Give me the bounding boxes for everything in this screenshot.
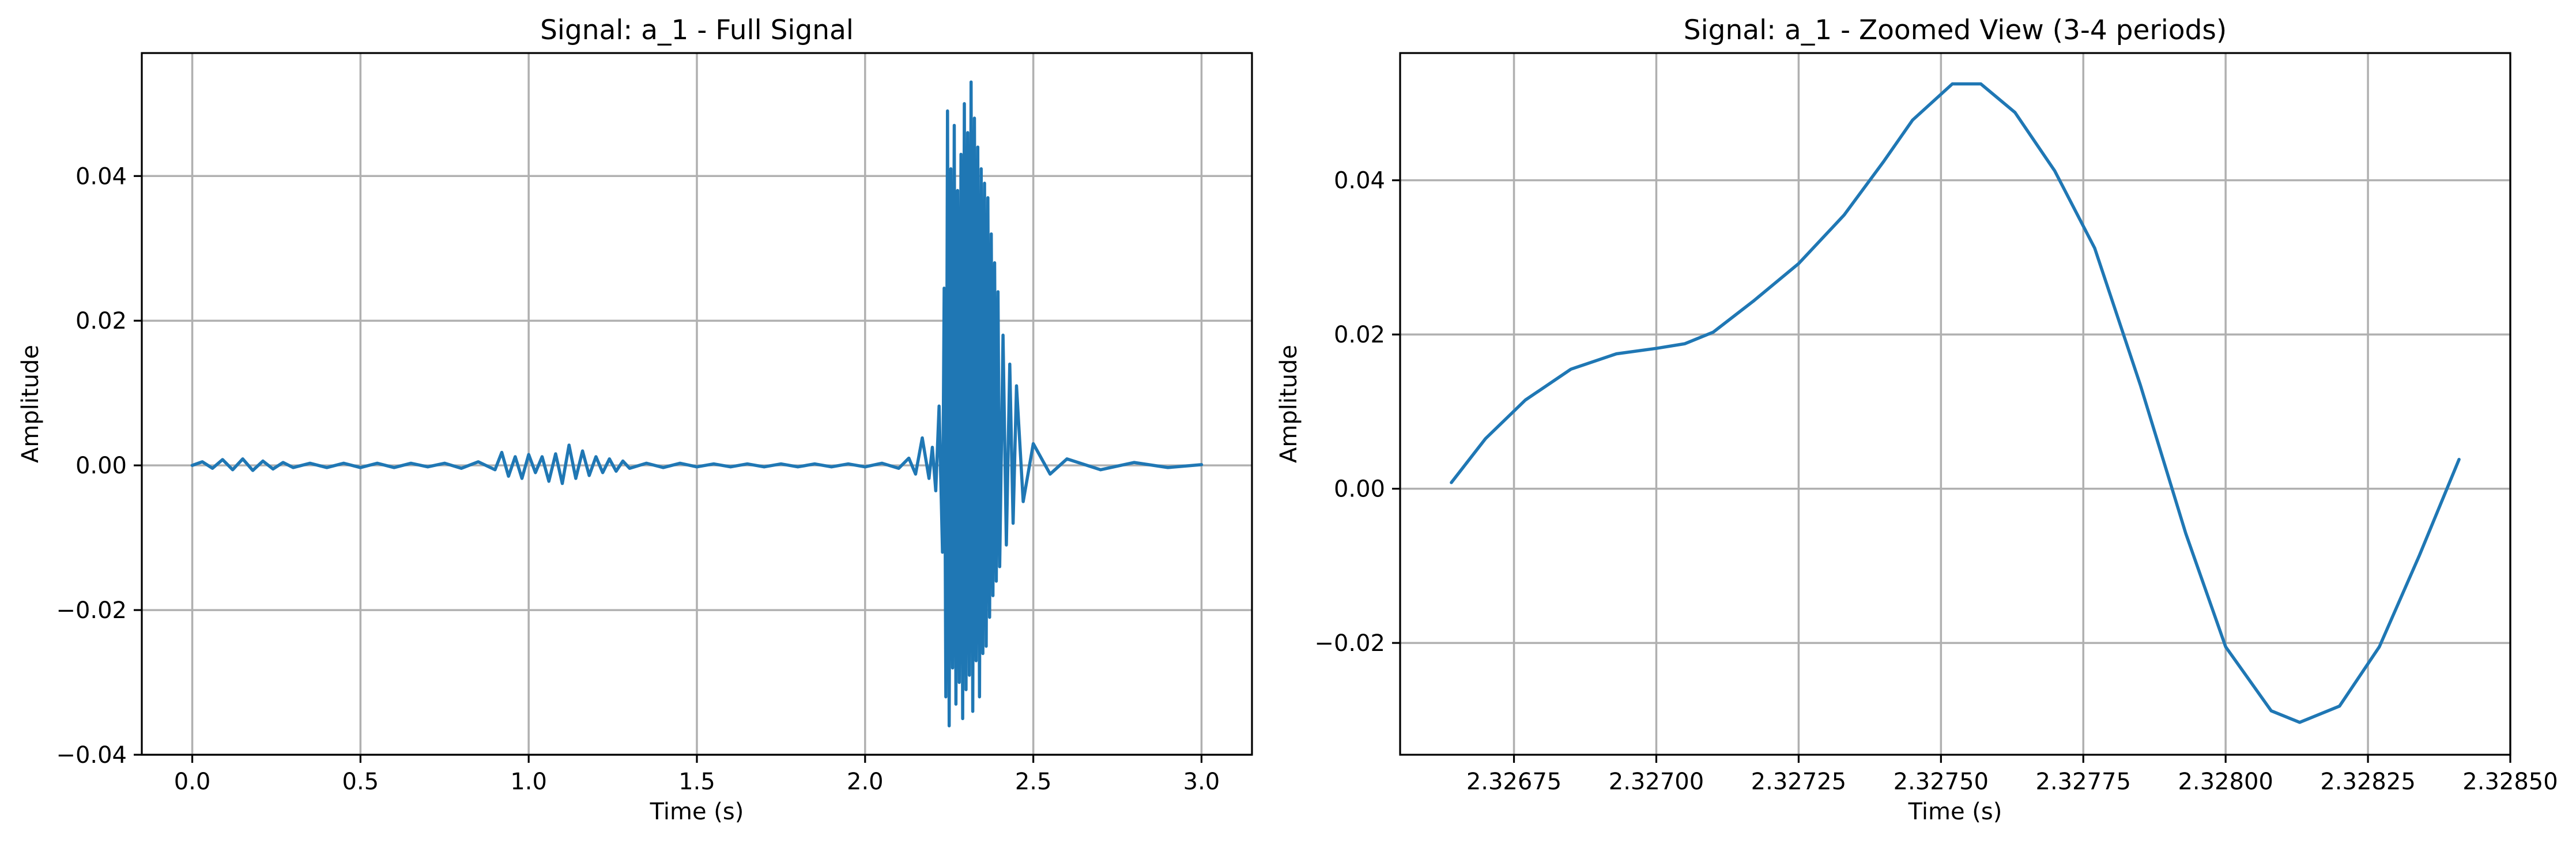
full-signal-line-layer [190,80,1204,728]
full-signal-x-tick-label: 0.5 [342,769,379,795]
full-signal-x-tick-label: 3.0 [1183,769,1220,795]
zoomed-view-x-tick-label: 2.32825 [2320,769,2415,795]
zoomed-view-y-tick-label: 0.02 [1334,322,1385,348]
full-signal-x-tick-label: 2.0 [847,769,884,795]
full-signal-title: Signal: a_1 - Full Signal [540,14,854,46]
zoomed-view-grid [1400,53,2511,755]
zoomed-view-line-layer [1450,82,2461,724]
full-signal-signal-line [190,80,1204,728]
zoomed-view-title: Signal: a_1 - Zoomed View (3-4 periods) [1684,14,2227,46]
full-signal-y-tick-label: −0.02 [56,597,127,624]
zoomed-view-y-axis-label: Amplitude [1276,345,1302,463]
zoomed-view-y-tick-label: 0.00 [1334,476,1385,503]
zoomed-view-x-tick-label: 2.32725 [1751,769,1846,795]
zoomed-view-ticks: 2.32675 2.32700 2.32725 2.32750 2.32775 2.328… [1314,168,2558,795]
full-signal-panel: 0.0 0.5 1.0 1.5 2.0 2.5 3.0 −0.04 −0.02 0.00 0.02 0… [17,14,1253,825]
zoomed-view-panel: 2.32675 2.32700 2.32725 2.32750 2.32775 2.328… [1276,14,2558,825]
zoomed-view-x-tick-label: 2.32850 [2462,769,2558,795]
zoomed-view-axes-frame [1399,52,2511,756]
zoomed-view-y-tick-label: −0.02 [1314,630,1385,657]
full-signal-x-tick-label: 1.0 [510,769,547,795]
full-signal-x-tick-label: 2.5 [1015,769,1052,795]
full-signal-x-tick-label: 1.5 [678,769,715,795]
zoomed-view-x-tick-label: 2.32700 [1609,769,1704,795]
zoomed-view-x-axis-label: Time (s) [1908,799,2002,825]
full-signal-y-tick-label: −0.04 [56,742,127,769]
full-signal-y-axis-label: Amplitude [17,345,44,463]
full-signal-y-tick-label: 0.04 [76,163,127,190]
zoomed-view-x-tick-label: 2.32750 [1894,769,1989,795]
full-signal-y-tick-label: 0.00 [76,453,127,479]
full-signal-x-axis-label: Time (s) [650,799,744,825]
full-signal-y-tick-label: 0.02 [76,308,127,334]
full-signal-x-tick-label: 0.0 [174,769,211,795]
zoomed-view-signal-line [1450,82,2461,724]
full-signal-ticks: 0.0 0.5 1.0 1.5 2.0 2.5 3.0 −0.04 −0.02 0.00 0.02 0… [56,163,1220,795]
zoomed-view-x-tick-label: 2.32800 [2178,769,2273,795]
zoomed-view-x-tick-label: 2.32775 [2036,769,2131,795]
zoomed-view-x-tick-label: 2.32675 [1466,769,1562,795]
zoomed-view-y-tick-label: 0.04 [1334,168,1385,194]
